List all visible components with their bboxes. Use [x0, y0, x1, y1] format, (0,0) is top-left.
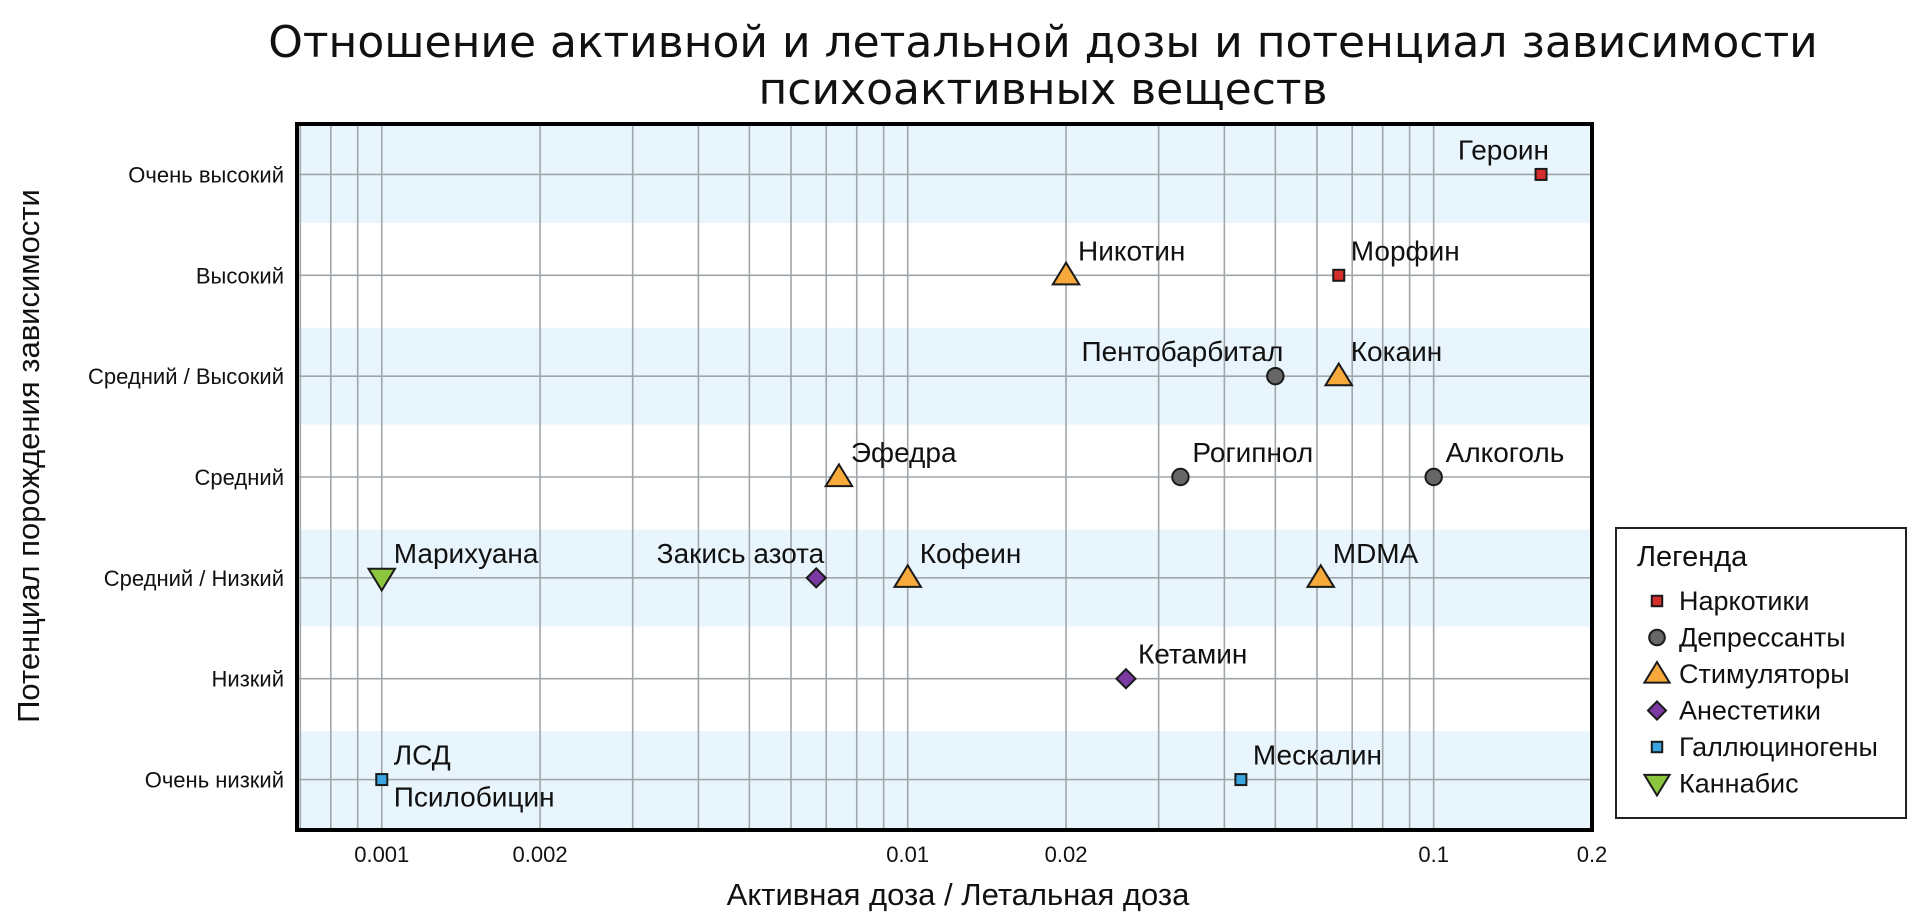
y-axis-title: Потенциал порождения зависимости: [11, 189, 46, 723]
legend-item-label: Анестетики: [1679, 696, 1821, 726]
data-label: Морфин: [1351, 235, 1460, 266]
data-label: Никотин: [1078, 235, 1185, 266]
legend-item-label: Каннабис: [1679, 769, 1799, 799]
data-point: [1234, 773, 1248, 787]
legend-item-label: Галлюциногены: [1679, 732, 1878, 762]
legend-marker: [1648, 628, 1666, 647]
chart-title-line-1: Отношение активной и летальной дозы и по…: [268, 17, 1817, 68]
data-label: Кокаин: [1351, 336, 1442, 367]
data-label: Псилобицин: [394, 782, 555, 813]
legend-title: Легенда: [1637, 541, 1748, 573]
data-label: Пентобарбитал: [1081, 336, 1283, 367]
x-tick-label: 0.01: [886, 842, 929, 867]
y-tick-label: Очень низкий: [145, 768, 284, 793]
x-tick-label: 0.02: [1045, 842, 1088, 867]
data-point: [375, 773, 389, 787]
data-point: [1332, 268, 1346, 282]
data-label: Кетамин: [1138, 639, 1247, 670]
x-axis-title: Активная доза / Летальная доза: [727, 877, 1190, 912]
legend-marker: [1646, 700, 1668, 721]
data-point: [1534, 167, 1548, 181]
data-label: Закись азота: [657, 538, 825, 569]
data-label: Героин: [1458, 134, 1549, 165]
data-point: [823, 462, 854, 488]
data-label: Эфедра: [851, 437, 957, 468]
data-point: [366, 567, 397, 593]
legend-marker: [1650, 594, 1664, 608]
legend-marker: [1642, 773, 1672, 798]
y-tick-label: Средний / Низкий: [104, 566, 284, 591]
data-label: Марихуана: [394, 538, 539, 569]
data-point: [805, 566, 828, 589]
chart-title-line-2: психоактивных веществ: [758, 64, 1327, 115]
data-point: [892, 563, 923, 588]
data-point: [1115, 667, 1137, 690]
data-point: [1171, 467, 1190, 487]
data-label: Мескалин: [1253, 740, 1382, 771]
data-point: [1305, 563, 1336, 588]
legend-items: Наркотики Депрессанты Стимуляторы Анестетик…: [1642, 586, 1878, 799]
x-tick-label: 0.1: [1418, 842, 1449, 867]
y-tick-label: Высокий: [196, 263, 284, 288]
data-label: Кофеин: [920, 538, 1022, 569]
y-tick-label: Очень высокий: [128, 162, 284, 187]
data-point: [1323, 361, 1354, 387]
plot-frame: [295, 122, 1594, 832]
data-point: [1051, 260, 1082, 286]
grid-lines: [297, 124, 1593, 830]
legend-marker: [1650, 740, 1664, 754]
y-tick-label: Средний / Высокий: [88, 364, 284, 389]
data-label: MDMA: [1333, 538, 1419, 569]
data-point: [1266, 366, 1285, 386]
legend-item-label: Депрессанты: [1679, 623, 1846, 653]
tick-labels: 0.001 0.002 0.01 0.02 0.1 0.2 Очень низкий Низк…: [88, 162, 1607, 867]
legend-item-label: Наркотики: [1679, 586, 1809, 616]
x-tick-label: 0.2: [1577, 842, 1608, 867]
data-point: [1424, 467, 1443, 487]
data-label: ЛСД: [394, 740, 451, 771]
legend: Легенда Наркотики Депрессанты Стимуляторы А…: [1615, 527, 1907, 819]
x-tick-label: 0.002: [513, 842, 568, 867]
legend-item-label: Стимуляторы: [1679, 659, 1850, 689]
data-label: Рогипнол: [1192, 437, 1313, 468]
data-label: Алкоголь: [1446, 437, 1565, 468]
x-tick-label: 0.001: [354, 842, 409, 867]
y-tick-label: Низкий: [212, 667, 284, 692]
y-tick-label: Средний: [195, 465, 284, 490]
data-points: Героин Морфин Никотин Пентобарбитал Кокаин Эф…: [366, 134, 1565, 813]
legend-marker: [1642, 660, 1672, 684]
